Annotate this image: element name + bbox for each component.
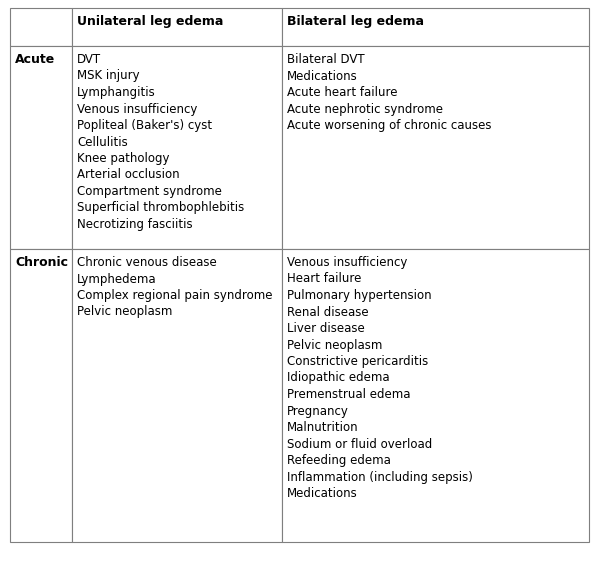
Text: Bilateral leg edema: Bilateral leg edema: [287, 15, 424, 28]
Text: Unilateral leg edema: Unilateral leg edema: [77, 15, 223, 28]
Text: Constrictive pericarditis: Constrictive pericarditis: [287, 355, 428, 368]
Text: Venous insufficiency: Venous insufficiency: [287, 256, 407, 269]
Text: Acute nephrotic syndrome: Acute nephrotic syndrome: [287, 103, 443, 116]
Text: Venous insufficiency: Venous insufficiency: [77, 103, 198, 116]
Text: Medications: Medications: [287, 70, 358, 83]
Text: Pelvic neoplasm: Pelvic neoplasm: [287, 339, 382, 352]
Text: Compartment syndrome: Compartment syndrome: [77, 185, 222, 198]
Bar: [282, 8, 589, 46]
Text: Chronic: Chronic: [15, 256, 68, 269]
Text: Pregnancy: Pregnancy: [287, 405, 349, 417]
Bar: [10, 46, 72, 249]
Text: Complex regional pain syndrome: Complex regional pain syndrome: [77, 289, 273, 302]
Text: Heart failure: Heart failure: [287, 272, 361, 286]
Text: Inflammation (including sepsis): Inflammation (including sepsis): [287, 470, 473, 483]
Text: Idiopathic edema: Idiopathic edema: [287, 372, 389, 385]
Bar: [72, 8, 282, 46]
Text: Premenstrual edema: Premenstrual edema: [287, 388, 410, 401]
Text: Acute: Acute: [15, 53, 55, 66]
Text: MSK injury: MSK injury: [77, 70, 140, 83]
Bar: [282, 249, 589, 542]
Text: Pelvic neoplasm: Pelvic neoplasm: [77, 306, 173, 319]
Bar: [282, 46, 589, 249]
Text: Necrotizing fasciitis: Necrotizing fasciitis: [77, 218, 193, 231]
Text: Liver disease: Liver disease: [287, 322, 365, 335]
Text: Refeeding edema: Refeeding edema: [287, 454, 391, 467]
Text: Superficial thrombophlebitis: Superficial thrombophlebitis: [77, 202, 244, 214]
Text: Malnutrition: Malnutrition: [287, 421, 359, 434]
Text: Lymphangitis: Lymphangitis: [77, 86, 156, 99]
Bar: [72, 46, 282, 249]
Bar: [72, 249, 282, 542]
Text: Arterial occlusion: Arterial occlusion: [77, 169, 180, 181]
Bar: [10, 249, 72, 542]
Text: Bilateral DVT: Bilateral DVT: [287, 53, 365, 66]
Bar: [10, 8, 72, 46]
Text: Knee pathology: Knee pathology: [77, 152, 170, 165]
Text: Popliteal (Baker's) cyst: Popliteal (Baker's) cyst: [77, 119, 212, 132]
Text: Medications: Medications: [287, 487, 358, 500]
Text: Chronic venous disease: Chronic venous disease: [77, 256, 217, 269]
Text: Renal disease: Renal disease: [287, 306, 368, 319]
Text: Acute worsening of chronic causes: Acute worsening of chronic causes: [287, 119, 492, 132]
Text: Lymphedema: Lymphedema: [77, 272, 156, 286]
Text: Cellulitis: Cellulitis: [77, 136, 128, 149]
Text: Sodium or fluid overload: Sodium or fluid overload: [287, 438, 432, 450]
Text: Pulmonary hypertension: Pulmonary hypertension: [287, 289, 432, 302]
Text: DVT: DVT: [77, 53, 101, 66]
Text: Acute heart failure: Acute heart failure: [287, 86, 398, 99]
